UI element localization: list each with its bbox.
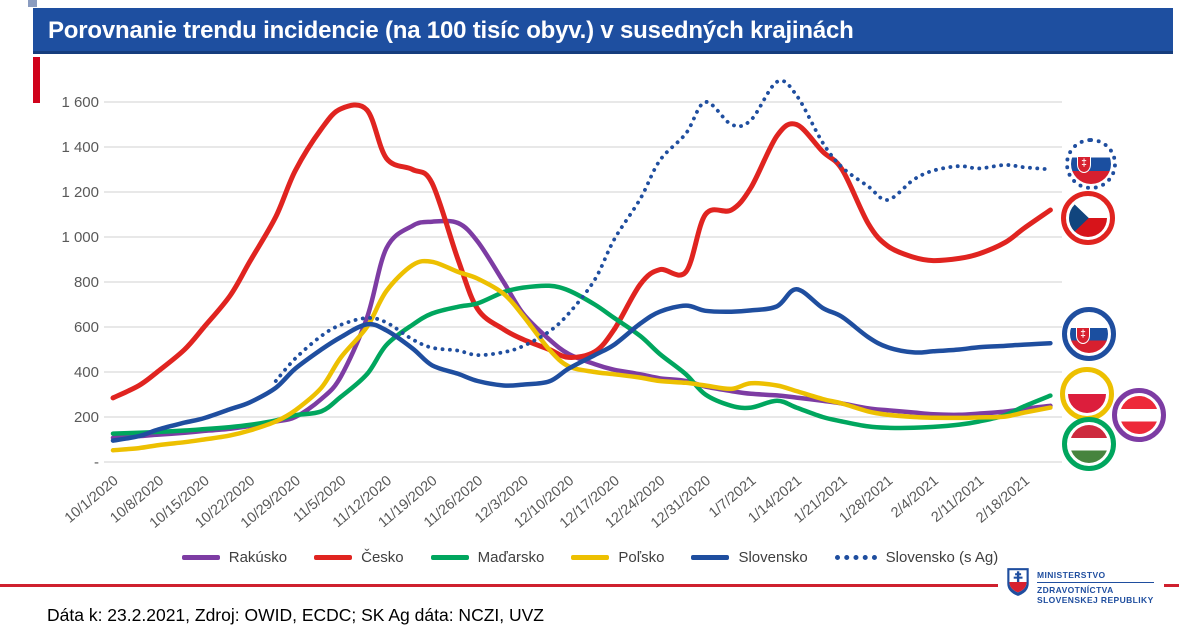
legend-label: Maďarsko bbox=[477, 549, 545, 566]
hungary-flag bbox=[1070, 425, 1108, 463]
slovensko-ag-dotted-swatch bbox=[834, 555, 877, 560]
svg-text:1 400: 1 400 bbox=[61, 139, 99, 156]
ministry-line2: ZDRAVOTNÍCTVA bbox=[1037, 584, 1114, 595]
svg-text:1 600: 1 600 bbox=[61, 94, 99, 111]
legend-item-cesko: Česko bbox=[314, 549, 404, 566]
madarsko-line-swatch bbox=[430, 555, 469, 560]
svg-text:400: 400 bbox=[74, 364, 99, 381]
legend-label: Rakúsko bbox=[228, 549, 288, 566]
ministry-shield-icon bbox=[1007, 568, 1029, 596]
chart-legend: Rakúsko Česko Maďarsko Poľsko Slovensko … bbox=[20, 549, 1160, 566]
austria-flag bbox=[1120, 396, 1158, 434]
red-accent-bar bbox=[33, 57, 40, 103]
rakusko-line-swatch bbox=[181, 555, 220, 560]
svg-text:200: 200 bbox=[74, 409, 99, 426]
legend-item-madarsko: Maďarsko bbox=[430, 549, 545, 566]
data-source-note: Dáta k: 23.2.2021, Zdroj: OWID, ECDC; SK… bbox=[47, 605, 544, 625]
flag-poland-icon bbox=[1060, 367, 1114, 421]
legend-item-slovensko-ag: Slovensko (s Ag) bbox=[834, 549, 999, 566]
legend-label: Slovensko (s Ag) bbox=[885, 549, 999, 566]
series-line-slovensko bbox=[110, 286, 1053, 443]
cesko-line-swatch bbox=[314, 555, 353, 560]
legend-label: Slovensko bbox=[738, 549, 808, 566]
page-title: Porovnanie trendu incidencie (na 100 tis… bbox=[33, 8, 1173, 54]
flag-hungary-icon bbox=[1062, 417, 1116, 471]
czechia-flag-triangle bbox=[1069, 199, 1089, 237]
ministry-line3: SLOVENSKEJ REPUBLIKY bbox=[1037, 595, 1154, 605]
ministry-line1: MINISTERSTVO bbox=[1037, 570, 1154, 583]
svg-text:-: - bbox=[94, 454, 99, 471]
flag-austria-icon bbox=[1112, 388, 1166, 442]
svg-text:1 000: 1 000 bbox=[61, 229, 99, 246]
poland-flag bbox=[1068, 375, 1106, 413]
slovakia-flag: ‡ bbox=[1071, 144, 1111, 184]
slovakia-crest-icon: ‡ bbox=[1076, 327, 1090, 344]
series-line-po-sko bbox=[110, 258, 1053, 453]
polsko-line-swatch bbox=[571, 555, 610, 560]
slide-corner-tab bbox=[28, 0, 37, 7]
slovakia-flag: ‡ bbox=[1070, 315, 1108, 353]
ministry-logo: MINISTERSTVO ZDRAVOTNÍCTVA SLOVENSKEJ RE… bbox=[998, 565, 1164, 608]
czechia-flag bbox=[1069, 199, 1107, 237]
flag-slovakia-ag-icon: ‡ bbox=[1065, 138, 1117, 190]
svg-text:800: 800 bbox=[74, 274, 99, 291]
svg-text:1 200: 1 200 bbox=[61, 184, 99, 201]
legend-item-rakusko: Rakúsko bbox=[181, 549, 288, 566]
ministry-text: MINISTERSTVO ZDRAVOTNÍCTVA SLOVENSKEJ RE… bbox=[1037, 567, 1154, 606]
red-divider-line bbox=[0, 584, 1179, 587]
flag-czechia-icon bbox=[1061, 191, 1115, 245]
legend-label: Česko bbox=[361, 549, 404, 566]
legend-item-polsko: Poľsko bbox=[571, 549, 664, 566]
slovakia-crest-icon: ‡ bbox=[1077, 156, 1091, 173]
legend-label: Poľsko bbox=[618, 549, 665, 566]
series-line--esko bbox=[110, 102, 1053, 401]
flag-slovakia-icon: ‡ bbox=[1062, 307, 1116, 361]
legend-item-slovensko: Slovensko bbox=[691, 549, 808, 566]
svg-text:600: 600 bbox=[74, 319, 99, 336]
slovensko-line-swatch bbox=[691, 555, 730, 560]
